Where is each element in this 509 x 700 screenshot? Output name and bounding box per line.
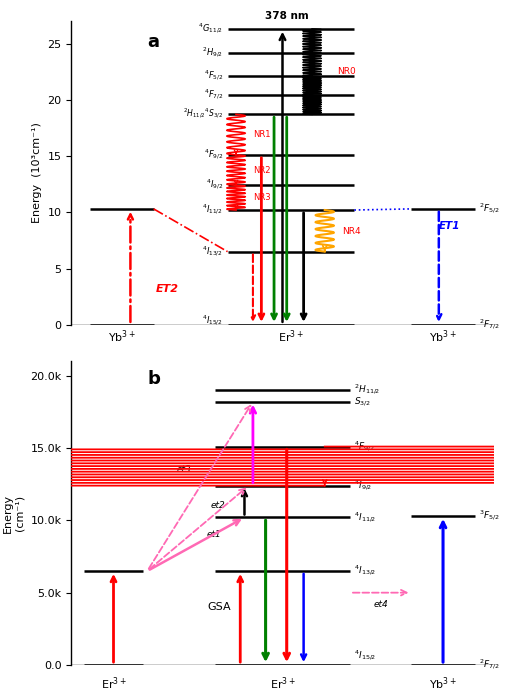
Text: NR3: NR3 (253, 193, 271, 202)
Text: et4: et4 (373, 600, 388, 609)
Text: a: a (147, 33, 159, 51)
Text: $^2F_{7/2}$: $^2F_{7/2}$ (479, 318, 500, 332)
Text: $^3F_{5/2}$: $^3F_{5/2}$ (479, 509, 500, 523)
Text: NR4: NR4 (342, 227, 360, 236)
Text: GSA: GSA (207, 602, 231, 612)
Text: Er$^{3+}$: Er$^{3+}$ (101, 675, 126, 692)
Text: $^2F_{5/2}$: $^2F_{5/2}$ (479, 202, 500, 216)
Text: b: b (147, 370, 160, 388)
Text: Er$^{3+}$: Er$^{3+}$ (278, 328, 304, 345)
Text: $^2H_{11/2}$: $^2H_{11/2}$ (354, 383, 381, 398)
Y-axis label: Energy  (10³cm⁻¹): Energy (10³cm⁻¹) (32, 122, 42, 223)
Text: $^4I_{15/2}$: $^4I_{15/2}$ (354, 649, 377, 663)
Text: Er$^{3+}$: Er$^{3+}$ (270, 675, 295, 692)
Text: $^2F_{7/2}$: $^2F_{7/2}$ (479, 658, 500, 672)
Text: $^4I_{13/2}$: $^4I_{13/2}$ (203, 244, 223, 259)
Text: ET1: ET1 (439, 220, 460, 231)
Text: $^4I_{11/2}$: $^4I_{11/2}$ (203, 203, 223, 217)
Text: $^4I_{9/2}$: $^4I_{9/2}$ (206, 178, 223, 192)
Text: Yb$^{3+}$: Yb$^{3+}$ (429, 675, 457, 692)
Text: $^4F_{9/2}$: $^4F_{9/2}$ (354, 440, 375, 454)
Text: $^4F_{9/2}$: $^4F_{9/2}$ (204, 148, 223, 162)
Text: ET2: ET2 (156, 284, 179, 294)
Text: 378 nm: 378 nm (265, 11, 308, 21)
Text: et2: et2 (211, 501, 225, 510)
Text: NR0: NR0 (337, 67, 356, 76)
Text: $S_{3/2}$: $S_{3/2}$ (354, 395, 371, 408)
Text: NR1: NR1 (253, 130, 270, 139)
Text: $^4I_{11/2}$: $^4I_{11/2}$ (354, 510, 377, 524)
Text: et1: et1 (207, 531, 221, 539)
Text: $^4G_{11/2}$: $^4G_{11/2}$ (199, 22, 223, 36)
Y-axis label: Energy
(cm⁻¹): Energy (cm⁻¹) (3, 494, 25, 533)
Text: Yb$^{3+}$: Yb$^{3+}$ (429, 328, 457, 345)
Text: $^4F_{5/2}$: $^4F_{5/2}$ (204, 69, 223, 83)
Text: $^4I_{13/2}$: $^4I_{13/2}$ (354, 564, 377, 578)
Text: NR2: NR2 (253, 166, 270, 174)
Text: et3: et3 (177, 466, 191, 474)
Text: $^4I_{15/2}$: $^4I_{15/2}$ (203, 314, 223, 328)
Text: $^4F_{7/2}$: $^4F_{7/2}$ (204, 88, 223, 102)
Text: $^2H_{11/2}$$^4S_{3/2}$: $^2H_{11/2}$$^4S_{3/2}$ (183, 107, 223, 122)
Text: $^4I_{9/2}$: $^4I_{9/2}$ (354, 479, 373, 493)
Text: $^2H_{9/2}$: $^2H_{9/2}$ (202, 46, 223, 60)
Text: Yb$^{3+}$: Yb$^{3+}$ (108, 328, 136, 345)
